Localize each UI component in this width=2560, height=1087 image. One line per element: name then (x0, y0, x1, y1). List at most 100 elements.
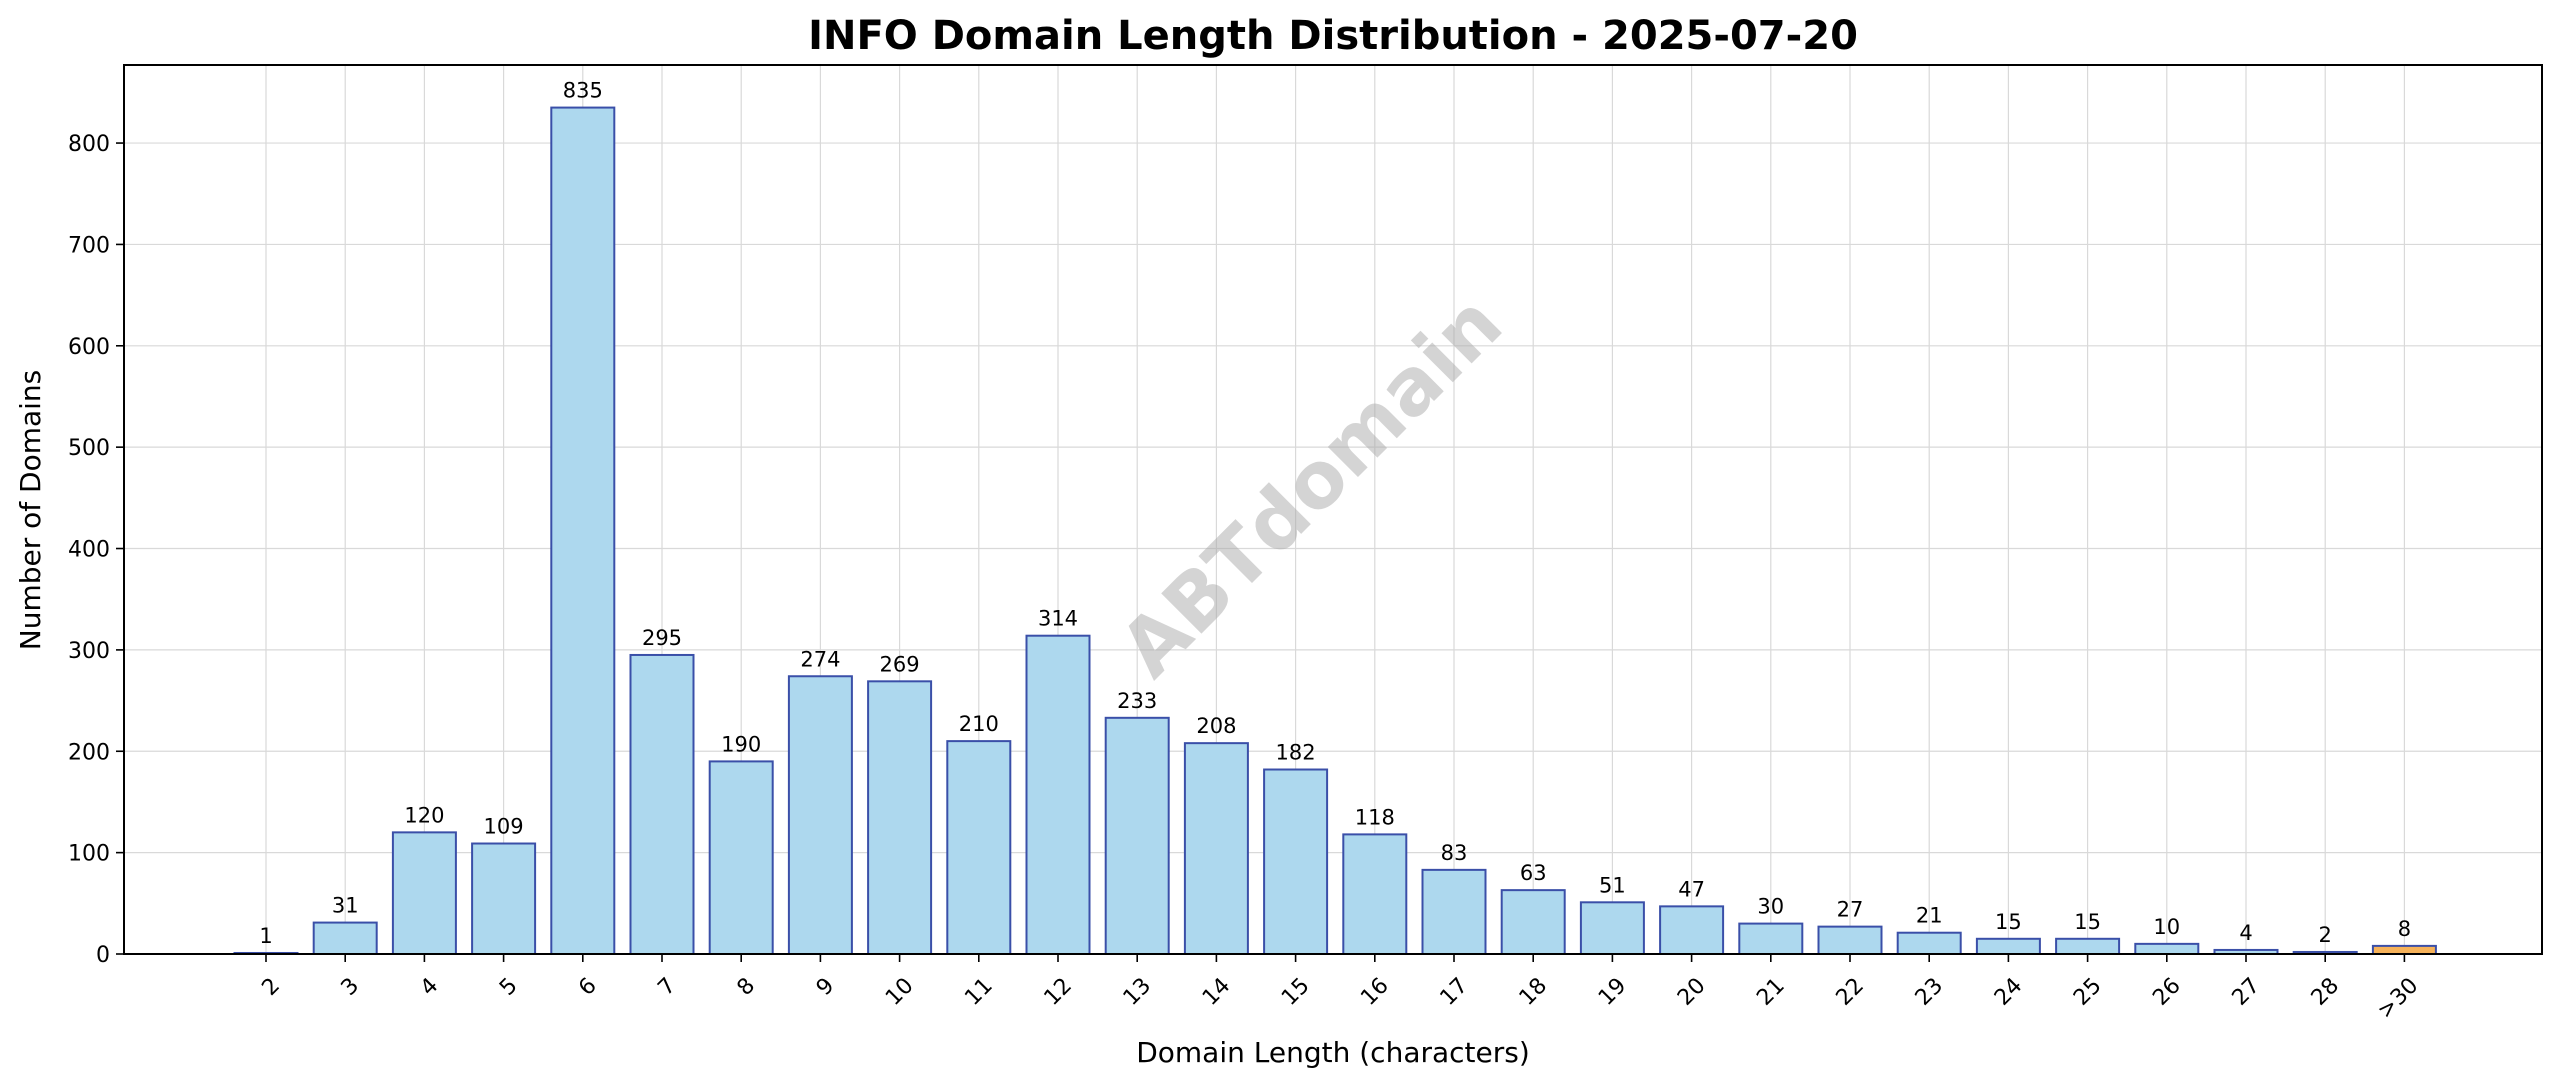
y-tick-label: 0 (96, 943, 110, 968)
data-label-28: 2 (2319, 923, 2332, 947)
x-tick-label: 4 (416, 973, 444, 1001)
data-label->30: 8 (2398, 917, 2411, 941)
data-label-23: 21 (1916, 904, 1943, 928)
y-tick-label: 800 (68, 132, 110, 157)
bar-23 (1896, 931, 1962, 955)
x-tick-label: 16 (1356, 973, 1393, 1010)
bar-16 (1342, 833, 1408, 955)
data-label-18: 63 (1520, 861, 1547, 885)
data-label-8: 190 (721, 732, 761, 756)
y-axis-label: Number of Domains (14, 370, 47, 651)
data-label-16: 118 (1355, 805, 1395, 829)
x-tick-label: 19 (1594, 973, 1631, 1010)
bar-14 (1183, 742, 1249, 955)
bar-17 (1421, 868, 1487, 956)
data-label-12: 314 (1038, 607, 1078, 631)
data-label-27: 4 (2239, 921, 2252, 945)
bar-15 (1263, 768, 1329, 956)
bar-20 (1659, 905, 1725, 955)
bar-4 (391, 831, 457, 955)
y-tick-label: 200 (68, 740, 110, 765)
data-label-6: 835 (563, 79, 603, 103)
bars (233, 106, 2437, 956)
x-tick-label: 2 (257, 973, 285, 1001)
bar-3 (312, 921, 378, 955)
data-label-7: 295 (642, 626, 682, 650)
y-tick-label: 100 (68, 842, 110, 867)
bar-22 (1817, 925, 1883, 955)
y-tick-label: 700 (68, 233, 110, 258)
data-label-10: 269 (880, 652, 920, 676)
x-tick-label: 9 (812, 973, 840, 1001)
bar-25 (2055, 937, 2121, 955)
data-label-5: 109 (484, 815, 524, 839)
x-tick-label: 26 (2148, 973, 2185, 1010)
data-label-3: 31 (332, 894, 359, 918)
bar-8 (708, 760, 774, 955)
data-label-21: 30 (1757, 895, 1784, 919)
x-tick-label: 22 (1832, 973, 1869, 1010)
watermark: ABTdomain (1104, 279, 1520, 695)
x-tick-label: 15 (1277, 973, 1314, 1010)
y-tick-label: 300 (68, 639, 110, 664)
data-label-19: 51 (1599, 873, 1626, 897)
x-tick-label: 28 (2307, 973, 2344, 1010)
x-tick-label: 6 (574, 973, 602, 1001)
x-tick-label: 18 (1515, 973, 1552, 1010)
data-label-22: 27 (1837, 898, 1864, 922)
data-label-15: 182 (1276, 741, 1316, 765)
bar-26 (2134, 942, 2200, 955)
x-tick-label: 17 (1436, 973, 1473, 1010)
y-tick-label: 500 (68, 436, 110, 461)
x-tick-label: 27 (2228, 973, 2265, 1010)
data-label-13: 233 (1117, 689, 1157, 713)
x-tick-label: 24 (1990, 973, 2027, 1010)
x-tick-label: 12 (1040, 973, 1077, 1010)
x-tick-label: 5 (495, 973, 523, 1001)
data-label-4: 120 (404, 803, 444, 827)
data-label-9: 274 (800, 647, 840, 671)
data-label-17: 83 (1441, 841, 1468, 865)
data-label-26: 10 (2153, 915, 2180, 939)
bar-12 (1025, 634, 1091, 956)
y-tick-label: 400 (68, 538, 110, 563)
x-tick-label: 25 (2069, 973, 2106, 1010)
bar-24 (1975, 937, 2041, 955)
bar-18 (1500, 889, 1566, 956)
x-axis-label: Domain Length (characters) (1136, 1036, 1530, 1069)
x-tick-label: 23 (1911, 973, 1948, 1010)
bar-19 (1579, 901, 1645, 956)
data-label-20: 47 (1678, 877, 1705, 901)
y-tick-label: 600 (68, 335, 110, 360)
chart-title: INFO Domain Length Distribution - 2025-0… (808, 13, 1858, 59)
data-label-11: 210 (959, 712, 999, 736)
x-tick-label: 20 (1673, 973, 1710, 1010)
data-label-25: 15 (2074, 910, 2101, 934)
x-tick-label: 7 (653, 973, 681, 1001)
x-tick-label: 10 (881, 973, 918, 1010)
bar-7 (629, 653, 695, 955)
y-axis: 0 100 200 300 400 500 600 700 800 (68, 132, 124, 968)
x-tick-label: 8 (733, 973, 761, 1001)
bar->30 (2371, 944, 2437, 956)
plot-frame (123, 64, 2543, 955)
bar-13 (1104, 716, 1170, 955)
bar-9 (787, 675, 853, 955)
bar-11 (946, 740, 1012, 956)
x-tick-label: >30 (2373, 973, 2424, 1024)
x-tick-label: 13 (1119, 973, 1156, 1010)
x-tick-label: 11 (960, 973, 997, 1010)
bar-6 (550, 106, 616, 955)
data-label-2: 1 (259, 924, 272, 948)
bar-5 (471, 842, 537, 955)
x-axis: 2 3 4 5 6 7 8 9 10 11 12 13 14 15 16 17 18 19 20 21 22 23 24 25… (257, 954, 2423, 1024)
bar-21 (1738, 922, 1804, 956)
data-label-24: 15 (1995, 910, 2022, 934)
x-tick-label: 21 (1752, 973, 1789, 1010)
x-tick-label: 14 (1198, 973, 1235, 1010)
data-label-14: 208 (1196, 714, 1236, 738)
bar-10 (867, 680, 933, 955)
x-tick-label: 3 (337, 973, 365, 1001)
